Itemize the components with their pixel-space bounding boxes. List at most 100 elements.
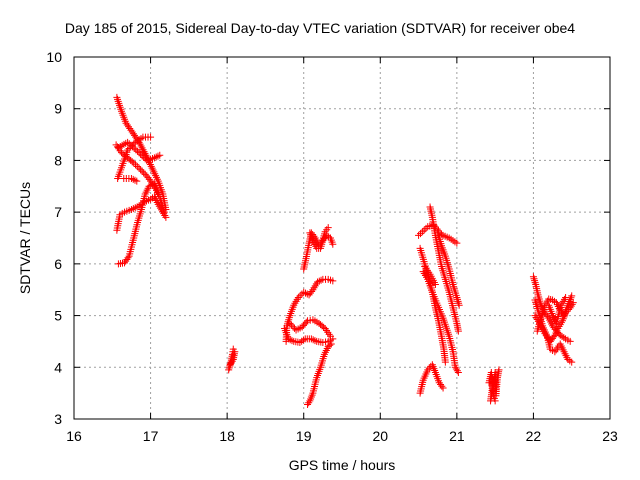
data-point bbox=[562, 309, 570, 317]
x-tick-label: 20 bbox=[372, 428, 388, 444]
data-point bbox=[495, 366, 503, 374]
data-point bbox=[439, 384, 447, 392]
data-point bbox=[140, 153, 148, 161]
x-tick-label: 22 bbox=[526, 428, 542, 444]
data-point bbox=[135, 149, 143, 157]
data-point bbox=[130, 144, 138, 152]
data-point bbox=[135, 202, 143, 210]
data-point bbox=[307, 335, 315, 343]
data-point bbox=[431, 281, 439, 289]
data-point bbox=[137, 166, 145, 174]
data-markers bbox=[112, 93, 577, 409]
data-point bbox=[568, 292, 576, 300]
y-tick-label: 4 bbox=[54, 359, 62, 375]
data-point bbox=[415, 231, 423, 239]
data-point bbox=[309, 336, 317, 344]
data-point bbox=[562, 293, 570, 301]
data-point bbox=[547, 296, 555, 304]
data-point bbox=[300, 288, 308, 296]
data-point bbox=[296, 338, 304, 346]
data-point bbox=[568, 358, 576, 366]
x-tick-label: 17 bbox=[143, 428, 159, 444]
data-point bbox=[133, 147, 141, 155]
data-point bbox=[127, 175, 135, 183]
data-point bbox=[441, 358, 449, 366]
data-point bbox=[132, 161, 140, 169]
data-point bbox=[294, 293, 302, 301]
data-point bbox=[124, 254, 132, 262]
data-point bbox=[530, 275, 538, 283]
x-tick-label: 21 bbox=[449, 428, 465, 444]
data-point bbox=[231, 348, 239, 356]
data-point bbox=[147, 133, 155, 141]
data-point bbox=[127, 141, 135, 149]
data-point bbox=[131, 176, 139, 184]
data-point bbox=[455, 301, 463, 309]
data-point bbox=[531, 277, 539, 285]
y-tick-label: 10 bbox=[46, 49, 62, 65]
x-tick-label: 19 bbox=[296, 428, 312, 444]
data-point bbox=[137, 150, 145, 158]
data-point bbox=[454, 297, 462, 305]
data-point bbox=[124, 138, 132, 146]
data-point bbox=[329, 277, 337, 285]
data-point bbox=[453, 367, 461, 375]
data-point bbox=[132, 146, 140, 154]
data-point bbox=[162, 213, 170, 221]
data-point bbox=[299, 336, 307, 344]
chart-title: Day 185 of 2015, Sidereal Day-to-day VTE… bbox=[64, 20, 576, 36]
data-point bbox=[302, 318, 310, 326]
x-tick-label: 18 bbox=[219, 428, 235, 444]
x-tick-label: 23 bbox=[602, 428, 618, 444]
data-point bbox=[308, 287, 316, 295]
data-point bbox=[284, 335, 292, 343]
data-point bbox=[327, 332, 335, 340]
data-point bbox=[304, 401, 312, 409]
data-point bbox=[563, 307, 571, 315]
axis-ticks: 16 17 18 19 20 21 22 23 3 4 5 6 7 8 9 10 bbox=[46, 49, 618, 444]
data-point bbox=[138, 152, 146, 160]
x-tick-label: 16 bbox=[66, 428, 82, 444]
data-point bbox=[420, 226, 428, 234]
data-point bbox=[566, 337, 574, 345]
data-point bbox=[531, 279, 539, 287]
data-point bbox=[122, 119, 130, 127]
data-point bbox=[491, 397, 499, 405]
data-point bbox=[320, 323, 328, 331]
data-point bbox=[422, 224, 430, 232]
data-point bbox=[424, 366, 432, 374]
data-point bbox=[454, 368, 462, 376]
data-point bbox=[560, 334, 568, 342]
data-point bbox=[286, 319, 294, 327]
y-tick-label: 7 bbox=[54, 204, 62, 220]
data-point bbox=[143, 186, 151, 194]
data-point bbox=[125, 140, 133, 148]
data-point bbox=[228, 357, 236, 365]
y-tick-label: 5 bbox=[54, 308, 62, 324]
data-point bbox=[303, 290, 311, 298]
y-tick-label: 3 bbox=[54, 411, 62, 427]
data-point bbox=[126, 124, 134, 132]
data-point bbox=[129, 175, 137, 183]
data-point bbox=[130, 159, 138, 167]
data-point bbox=[311, 337, 319, 345]
data-point bbox=[418, 228, 426, 236]
y-axis-label: SDTVAR / TECUs bbox=[17, 181, 33, 295]
data-point bbox=[438, 382, 446, 390]
data-point bbox=[455, 299, 463, 307]
data-point bbox=[296, 292, 304, 300]
data-point bbox=[324, 224, 332, 232]
data-point bbox=[150, 154, 158, 162]
data-point bbox=[156, 151, 164, 159]
data-point bbox=[529, 273, 537, 281]
y-tick-label: 9 bbox=[54, 101, 62, 117]
x-axis-label: GPS time / hours bbox=[288, 457, 396, 473]
data-point bbox=[129, 143, 137, 151]
data-point bbox=[124, 146, 132, 154]
data-point bbox=[225, 366, 233, 374]
data-point bbox=[286, 336, 294, 344]
data-point bbox=[569, 299, 577, 307]
data-point bbox=[454, 327, 462, 335]
data-point bbox=[550, 333, 558, 341]
data-point bbox=[128, 158, 136, 166]
